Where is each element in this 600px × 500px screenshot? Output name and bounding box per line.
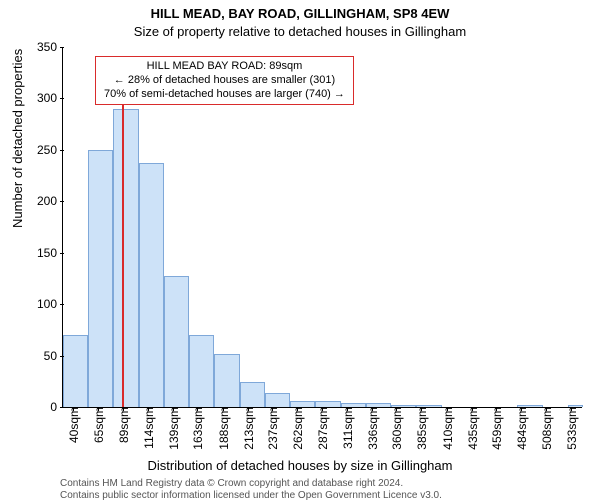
histogram-bar bbox=[189, 335, 214, 407]
annotation-line3: 70% of semi-detached houses are larger (… bbox=[104, 88, 345, 102]
x-tick-label: 89sqm bbox=[115, 407, 131, 443]
x-axis-label: Distribution of detached houses by size … bbox=[0, 458, 600, 473]
x-tick-label: 459sqm bbox=[488, 407, 504, 450]
x-tick-label: 65sqm bbox=[90, 407, 106, 443]
y-tick: 300 bbox=[37, 91, 63, 105]
y-tick: 50 bbox=[44, 349, 63, 363]
x-tick-label: 40sqm bbox=[65, 407, 81, 443]
x-tick-label: 114sqm bbox=[140, 407, 156, 449]
footer-line2: Contains public sector information licen… bbox=[60, 490, 442, 500]
y-tick: 200 bbox=[37, 194, 63, 208]
x-tick-label: 484sqm bbox=[513, 407, 529, 450]
y-tick: 150 bbox=[37, 246, 63, 260]
histogram-bar bbox=[164, 276, 189, 407]
x-tick-label: 533sqm bbox=[563, 407, 579, 450]
histogram-bar bbox=[88, 150, 113, 407]
x-tick-label: 435sqm bbox=[464, 407, 480, 450]
annotation-line1: HILL MEAD BAY ROAD: 89sqm bbox=[104, 60, 345, 74]
histogram-bar bbox=[113, 109, 138, 407]
histogram-bar bbox=[214, 354, 239, 407]
histogram-bar bbox=[240, 382, 265, 407]
x-tick-label: 262sqm bbox=[289, 407, 305, 450]
histogram-bar bbox=[139, 163, 164, 407]
histogram-bar bbox=[63, 335, 88, 407]
x-tick-label: 188sqm bbox=[215, 407, 231, 450]
y-axis-label: Number of detached properties bbox=[10, 49, 25, 228]
x-tick-label: 287sqm bbox=[314, 407, 330, 450]
chart-container: HILL MEAD, BAY ROAD, GILLINGHAM, SP8 4EW… bbox=[0, 0, 600, 500]
x-tick-label: 237sqm bbox=[264, 407, 280, 450]
histogram-bar bbox=[265, 393, 290, 407]
y-tick: 100 bbox=[37, 297, 63, 311]
x-tick-label: 139sqm bbox=[165, 407, 181, 450]
x-tick-label: 410sqm bbox=[439, 407, 455, 450]
chart-title-line1: HILL MEAD, BAY ROAD, GILLINGHAM, SP8 4EW bbox=[0, 6, 600, 21]
x-tick-label: 213sqm bbox=[240, 407, 256, 450]
x-tick-label: 336sqm bbox=[364, 407, 380, 450]
footer-line1: Contains HM Land Registry data © Crown c… bbox=[60, 478, 403, 489]
y-tick: 0 bbox=[50, 400, 63, 414]
property-marker-line bbox=[122, 93, 124, 407]
y-tick: 350 bbox=[37, 40, 63, 54]
x-tick-label: 508sqm bbox=[538, 407, 554, 450]
annotation-line2: ← 28% of detached houses are smaller (30… bbox=[104, 74, 345, 88]
x-tick-label: 360sqm bbox=[388, 407, 404, 450]
chart-title-line2: Size of property relative to detached ho… bbox=[0, 24, 600, 39]
x-tick-label: 311sqm bbox=[339, 407, 355, 449]
x-tick-label: 385sqm bbox=[413, 407, 429, 450]
annotation-box: HILL MEAD BAY ROAD: 89sqm ← 28% of detac… bbox=[95, 56, 354, 105]
x-tick-label: 163sqm bbox=[189, 407, 205, 450]
y-tick: 250 bbox=[37, 143, 63, 157]
